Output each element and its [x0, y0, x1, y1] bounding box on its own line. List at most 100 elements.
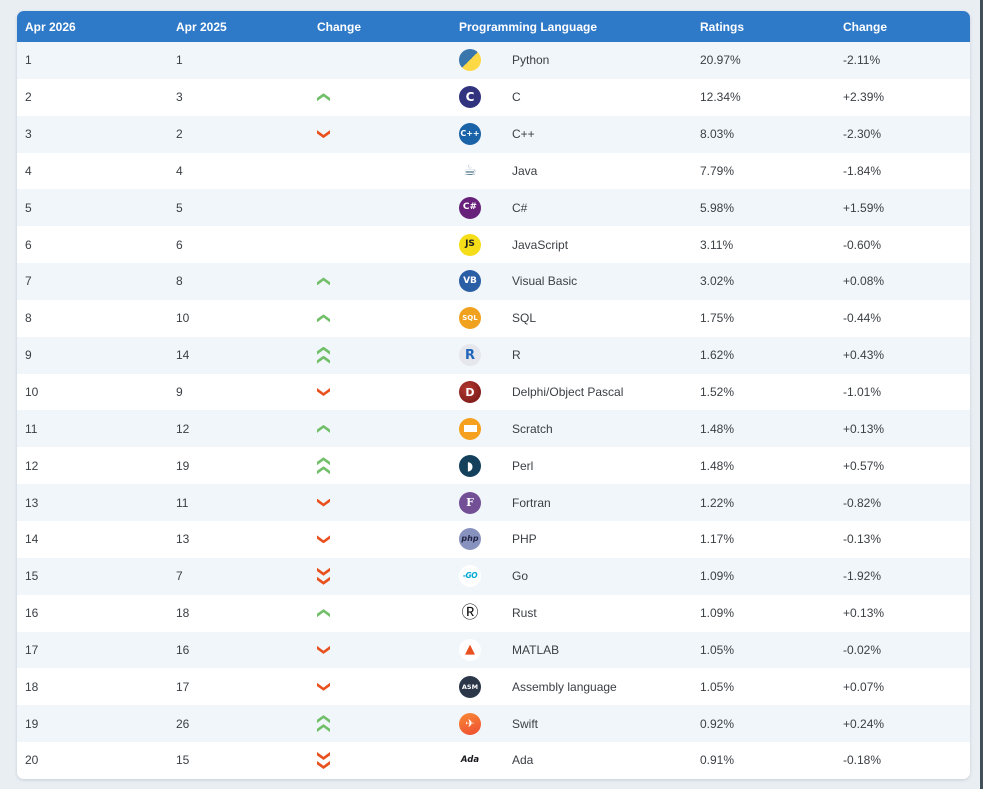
header-rank-change: Change	[317, 19, 362, 34]
rank-previous: 7	[176, 569, 183, 584]
rank-current: 7	[25, 274, 32, 289]
rating-value: 20.97%	[700, 53, 741, 68]
rating-change-value: +0.08%	[843, 274, 885, 289]
rating-value: 1.05%	[700, 679, 735, 694]
php-icon: php	[459, 528, 481, 551]
rating-change-value: +1.59%	[843, 200, 885, 215]
rank-previous: 16	[176, 642, 190, 657]
rating-value: 8.03%	[700, 127, 735, 142]
table-row: 18 17 ASM Assembly language 1.05% +0.07%	[17, 668, 970, 706]
python-icon	[459, 49, 481, 72]
table-header-row: Apr 2026 Apr 2025 Change Programming Lan…	[17, 11, 970, 42]
table-row: 7 8 VB Visual Basic 3.02% +0.08%	[17, 263, 970, 300]
trend-icon	[317, 424, 330, 433]
table-row: 9 14 R R 1.62% +0.43%	[17, 336, 970, 374]
rank-current: 20	[25, 753, 39, 768]
rating-change-value: +0.57%	[843, 458, 885, 473]
trend-icon	[317, 535, 330, 544]
rating-change-value: +0.07%	[843, 679, 885, 694]
trend-icon	[317, 346, 330, 364]
matlab-icon: ▲	[459, 638, 481, 661]
language-name: SQL	[512, 311, 537, 326]
trend-icon	[317, 715, 330, 733]
up-arrow-icon	[317, 609, 330, 618]
rank-previous: 26	[176, 716, 190, 731]
rank-previous: 5	[176, 200, 183, 215]
rank-previous: 14	[176, 348, 190, 363]
rating-value: 1.09%	[700, 606, 735, 621]
rust-icon: Ⓡ	[459, 602, 481, 625]
table-row: 11 12 Scratch 1.48% +0.13%	[17, 410, 970, 448]
language-name: PHP	[512, 532, 537, 547]
rank-current: 15	[25, 569, 39, 584]
rating-change-value: -0.60%	[843, 237, 882, 252]
up-arrow-icon	[317, 466, 330, 475]
language-name: Visual Basic	[512, 274, 578, 289]
rating-value: 1.52%	[700, 385, 735, 400]
table-body: 1 1 Python 20.97% -2.11% 2 3 C C 12.34% …	[17, 42, 970, 779]
window-edge	[980, 0, 983, 789]
rating-change-value: +0.13%	[843, 606, 885, 621]
trend-icon	[317, 277, 330, 286]
up-arrow-icon	[317, 724, 330, 733]
rank-current: 8	[25, 311, 32, 326]
down-arrow-icon	[317, 682, 330, 691]
language-name: Ada	[512, 753, 534, 768]
rating-change-value: -1.01%	[843, 385, 882, 400]
rank-previous: 18	[176, 606, 190, 621]
language-name: C++	[512, 127, 535, 142]
rank-current: 10	[25, 385, 39, 400]
rank-previous: 8	[176, 274, 183, 289]
language-name: C	[512, 90, 521, 105]
rating-value: 1.62%	[700, 348, 735, 363]
up-arrow-icon	[317, 457, 330, 466]
sql-icon: SQL	[459, 307, 481, 330]
rank-current: 1	[25, 53, 32, 68]
rank-current: 14	[25, 532, 39, 547]
table-row: 15 7 -GO Go 1.09% -1.92%	[17, 557, 970, 595]
down-arrow-icon	[317, 576, 330, 585]
down-arrow-icon	[317, 751, 330, 760]
rating-change-value: +0.24%	[843, 716, 885, 731]
language-name: Delphi/Object Pascal	[512, 385, 624, 400]
rank-previous: 6	[176, 237, 183, 252]
scratch-icon	[459, 417, 481, 440]
language-name: Scratch	[512, 421, 553, 436]
rating-value: 1.05%	[700, 642, 735, 657]
rank-previous: 2	[176, 127, 183, 142]
up-arrow-icon	[317, 715, 330, 724]
trend-icon	[317, 93, 330, 102]
rating-change-value: -1.92%	[843, 569, 882, 584]
go-icon: -GO	[459, 565, 481, 588]
r-icon: R	[459, 344, 481, 367]
header-language: Programming Language	[459, 19, 598, 34]
rating-value: 7.79%	[700, 163, 735, 178]
rating-change-value: -0.18%	[843, 753, 882, 768]
rank-current: 11	[25, 421, 38, 436]
table-row: 16 18 Ⓡ Rust 1.09% +0.13%	[17, 594, 970, 632]
rank-current: 9	[25, 348, 32, 363]
rating-change-value: +0.13%	[843, 421, 885, 436]
language-name: MATLAB	[512, 642, 560, 657]
trend-icon	[317, 130, 330, 139]
rank-previous: 10	[176, 311, 190, 326]
trend-icon	[317, 645, 330, 654]
rank-previous: 15	[176, 753, 190, 768]
table-row: 1 1 Python 20.97% -2.11%	[17, 42, 970, 79]
trend-icon	[317, 457, 330, 475]
rating-value: 1.22%	[700, 495, 735, 510]
language-name: Perl	[512, 458, 534, 473]
header-rating-change: Change	[843, 19, 888, 34]
rating-value: 0.91%	[700, 753, 735, 768]
language-name: Swift	[512, 716, 539, 731]
rank-current: 5	[25, 200, 32, 215]
javascript-icon: JS	[459, 233, 481, 256]
rank-current: 12	[25, 458, 39, 473]
rating-change-value: -0.02%	[843, 642, 882, 657]
up-arrow-icon	[317, 424, 330, 433]
rank-current: 13	[25, 495, 39, 510]
table-row: 5 5 C# C# 5.98% +1.59%	[17, 189, 970, 227]
language-name: Java	[512, 163, 538, 178]
rank-current: 2	[25, 90, 32, 105]
visual-basic-icon: VB	[459, 270, 481, 293]
